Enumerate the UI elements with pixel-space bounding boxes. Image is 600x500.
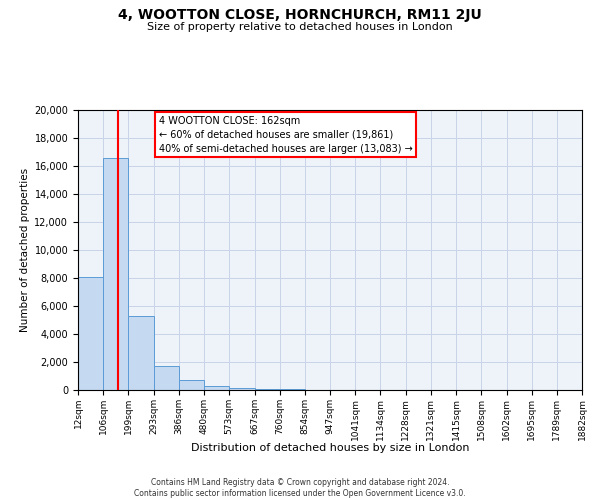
- Y-axis label: Number of detached properties: Number of detached properties: [20, 168, 30, 332]
- Bar: [78, 276, 103, 390]
- Bar: [103, 158, 128, 390]
- Bar: [229, 388, 254, 390]
- Bar: [179, 380, 204, 390]
- Text: Contains HM Land Registry data © Crown copyright and database right 2024.
Contai: Contains HM Land Registry data © Crown c…: [134, 478, 466, 498]
- Text: Size of property relative to detached houses in London: Size of property relative to detached ho…: [147, 22, 453, 32]
- Bar: [254, 388, 280, 390]
- Bar: [204, 386, 229, 390]
- X-axis label: Distribution of detached houses by size in London: Distribution of detached houses by size …: [191, 442, 469, 452]
- Text: 4, WOOTTON CLOSE, HORNCHURCH, RM11 2JU: 4, WOOTTON CLOSE, HORNCHURCH, RM11 2JU: [118, 8, 482, 22]
- Text: 4 WOOTTON CLOSE: 162sqm
← 60% of detached houses are smaller (19,861)
40% of sem: 4 WOOTTON CLOSE: 162sqm ← 60% of detache…: [158, 116, 412, 154]
- Bar: [128, 316, 154, 390]
- Bar: [154, 366, 179, 390]
